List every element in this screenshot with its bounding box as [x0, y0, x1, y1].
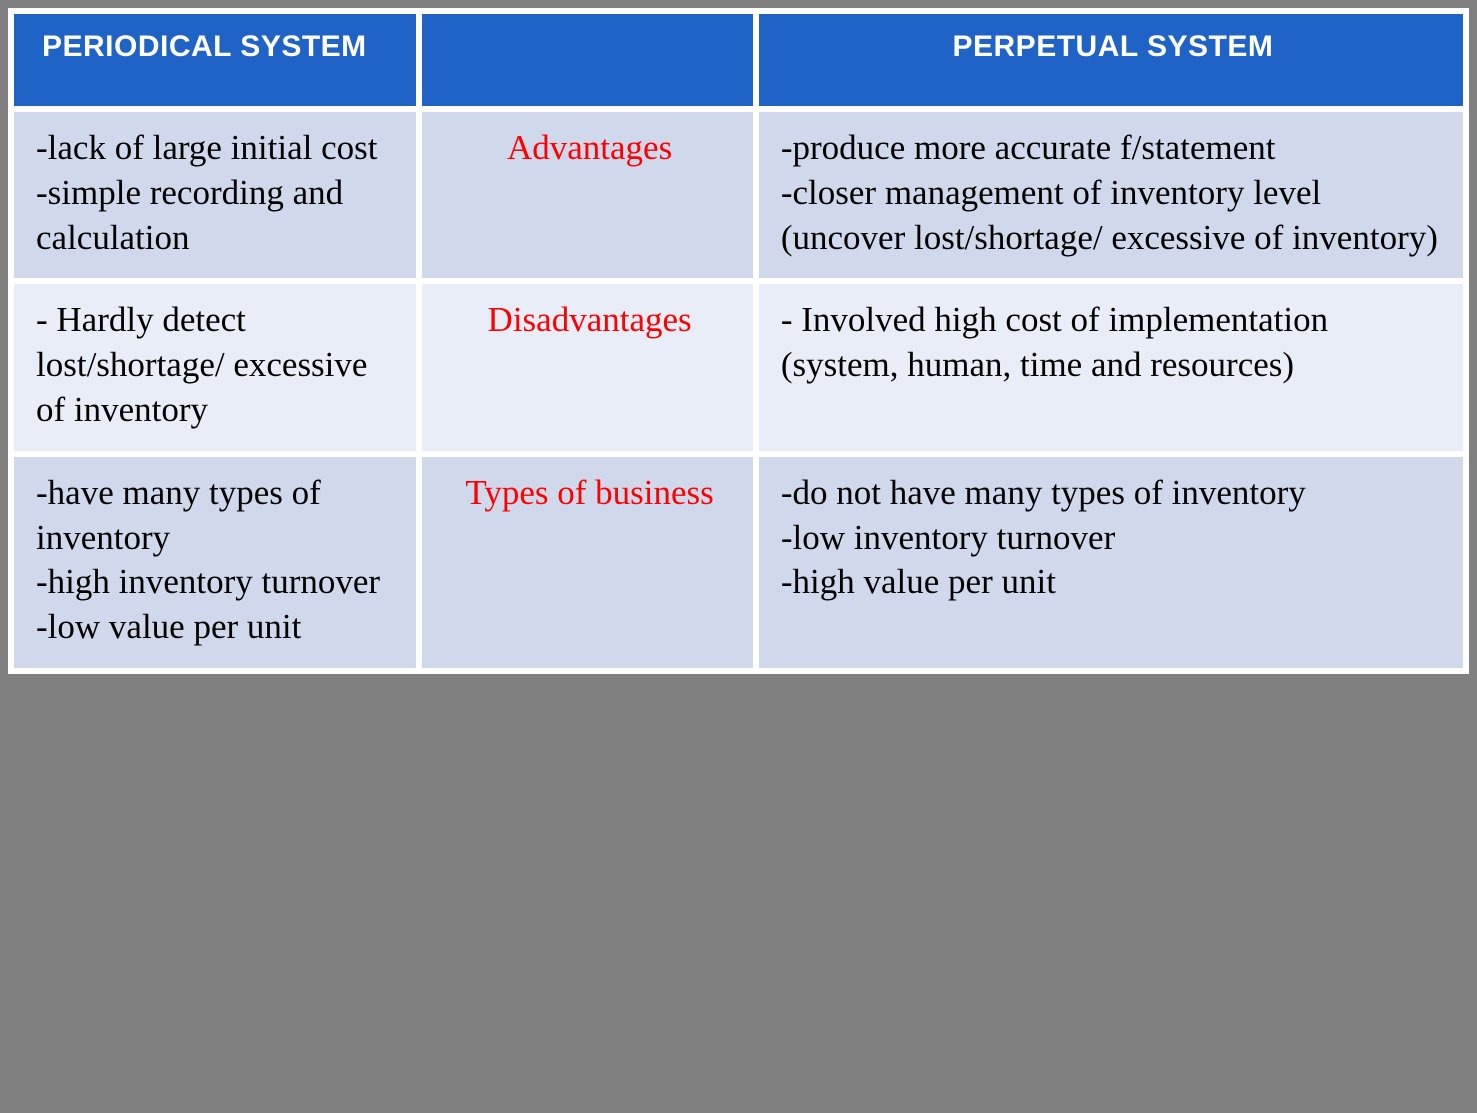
col-header-periodical: PERIODICAL SYSTEM	[14, 14, 416, 106]
cell-perpetual-disadvantages: - Involved high cost of implementation (…	[759, 284, 1463, 450]
cell-periodical-advantages: -lack of large initial cost -simple reco…	[14, 112, 416, 278]
comparison-table-container: PERIODICAL SYSTEM PERPETUAL SYSTEM -lack…	[0, 0, 1477, 682]
cell-category-business-types: Types of business	[422, 457, 753, 668]
cell-perpetual-advantages: -produce more accurate f/statement -clos…	[759, 112, 1463, 278]
cell-periodical-business-types: -have many types of inventory -high inve…	[14, 457, 416, 668]
col-header-perpetual: PERPETUAL SYSTEM	[759, 14, 1463, 106]
col-header-empty	[422, 14, 753, 106]
table-row: - Hardly detect lost/shortage/ excessive…	[14, 284, 1463, 450]
table-header-row: PERIODICAL SYSTEM PERPETUAL SYSTEM	[14, 14, 1463, 106]
table-row: -have many types of inventory -high inve…	[14, 457, 1463, 668]
cell-category-disadvantages: Disadvantages	[422, 284, 753, 450]
cell-category-advantages: Advantages	[422, 112, 753, 278]
comparison-table: PERIODICAL SYSTEM PERPETUAL SYSTEM -lack…	[8, 8, 1469, 674]
table-row: -lack of large initial cost -simple reco…	[14, 112, 1463, 278]
cell-periodical-disadvantages: - Hardly detect lost/shortage/ excessive…	[14, 284, 416, 450]
cell-perpetual-business-types: -do not have many types of inventory -lo…	[759, 457, 1463, 668]
